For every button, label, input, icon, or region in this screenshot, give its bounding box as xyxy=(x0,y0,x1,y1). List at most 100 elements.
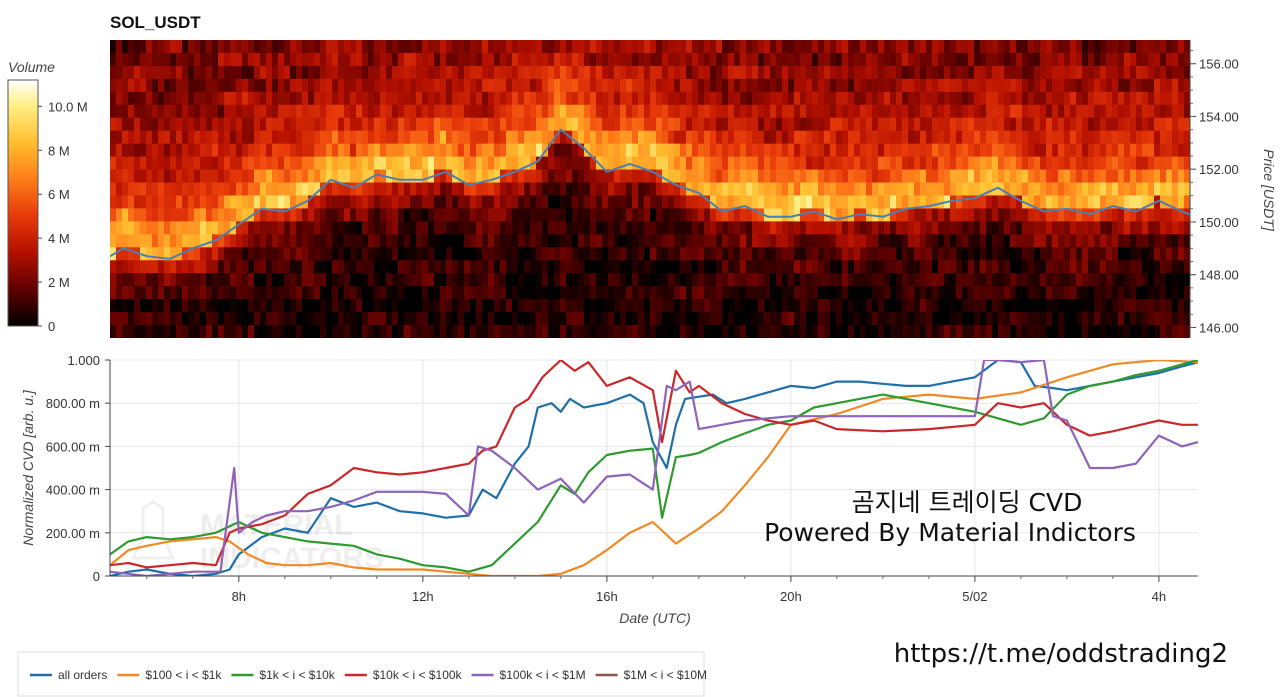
heatmap-cell xyxy=(608,247,615,261)
heatmap-cell xyxy=(980,273,987,287)
heatmap-cell xyxy=(734,286,741,300)
heatmap-cell xyxy=(698,260,705,274)
heatmap-cell xyxy=(776,221,783,235)
heatmap-cell xyxy=(128,234,135,248)
heatmap-cell xyxy=(662,143,669,158)
heatmap-cell xyxy=(680,104,687,119)
heatmap-cell xyxy=(1070,117,1077,132)
heatmap-cell xyxy=(632,208,639,222)
heatmap-cell xyxy=(164,299,171,313)
heatmap-cell xyxy=(164,130,171,145)
heatmap-cell xyxy=(1034,312,1041,326)
heatmap-cell xyxy=(1034,182,1041,197)
heatmap-cell xyxy=(662,169,669,184)
heatmap-cell xyxy=(722,182,729,197)
heatmap-cell xyxy=(662,156,669,171)
heatmap-cell xyxy=(1064,286,1071,300)
heatmap-cell xyxy=(338,286,345,300)
heatmap-cell xyxy=(482,273,489,287)
heatmap-cell xyxy=(290,65,297,80)
heatmap-cell xyxy=(1058,312,1065,326)
heatmap-cell xyxy=(902,312,909,326)
heatmap-cell xyxy=(182,234,189,248)
heatmap-cell xyxy=(716,65,723,80)
heatmap-cell xyxy=(830,208,837,222)
heatmap-cell xyxy=(866,156,873,171)
heatmap-cell xyxy=(542,208,549,222)
heatmap-cell xyxy=(242,182,249,197)
heatmap-cell xyxy=(158,221,165,235)
heatmap-cell xyxy=(128,221,135,235)
heatmap-cell xyxy=(320,325,327,338)
heatmap-cell xyxy=(956,182,963,197)
heatmap-cell xyxy=(590,273,597,287)
heatmap-cell xyxy=(716,40,723,54)
heatmap-cell xyxy=(218,247,225,261)
heatmap-cell xyxy=(518,130,525,145)
cvd-x-tick-label: 16h xyxy=(596,589,618,604)
heatmap-cell xyxy=(812,273,819,287)
heatmap-cell xyxy=(302,52,309,67)
heatmap-cell xyxy=(284,208,291,222)
heatmap-cell xyxy=(272,156,279,171)
heatmap-cell xyxy=(218,299,225,313)
heatmap-cell xyxy=(662,247,669,261)
heatmap-cell xyxy=(884,182,891,197)
heatmap-cell xyxy=(878,40,885,54)
heatmap-cell xyxy=(542,156,549,171)
heatmap-cell xyxy=(584,78,591,93)
heatmap-cell xyxy=(134,65,141,80)
heatmap-cell xyxy=(1070,143,1077,158)
heatmap-cell xyxy=(728,312,735,326)
heatmap-cell xyxy=(1028,52,1035,67)
heatmap-cell xyxy=(206,247,213,261)
heatmap-cell xyxy=(116,169,123,184)
heatmap-cell xyxy=(1016,65,1023,80)
heatmap-cell xyxy=(440,104,447,119)
heatmap-cell xyxy=(638,260,645,274)
heatmap-cell xyxy=(530,130,537,145)
heatmap-cell xyxy=(554,260,561,274)
heatmap-cell xyxy=(716,247,723,261)
heatmap-cell xyxy=(458,312,465,326)
heatmap-cell xyxy=(500,182,507,197)
heatmap-cell xyxy=(842,273,849,287)
heatmap-cell xyxy=(518,182,525,197)
heatmap-cell xyxy=(728,78,735,93)
heatmap-cell xyxy=(812,208,819,222)
heatmap-cell xyxy=(1166,299,1173,313)
heatmap-cell xyxy=(128,260,135,274)
heatmap-cell xyxy=(956,208,963,222)
heatmap-cell xyxy=(566,40,573,54)
heatmap-cell xyxy=(1124,169,1131,184)
heatmap-cell xyxy=(680,208,687,222)
heatmap-cell xyxy=(968,143,975,158)
heatmap-cell xyxy=(890,260,897,274)
heatmap-cell xyxy=(398,208,405,222)
heatmap-cell xyxy=(278,169,285,184)
heatmap-cell xyxy=(296,130,303,145)
heatmap-cell xyxy=(674,195,681,210)
cvd-x-tick-label: 4h xyxy=(1152,589,1166,604)
heatmap-cell xyxy=(1028,156,1035,171)
heatmap-cell xyxy=(812,143,819,158)
heatmap-cell xyxy=(1106,156,1113,171)
heatmap-cell xyxy=(1166,260,1173,274)
heatmap-cell xyxy=(824,65,831,80)
heatmap-cell xyxy=(626,117,633,132)
heatmap-cell xyxy=(842,299,849,313)
heatmap-cell xyxy=(1148,143,1155,158)
heatmap-cell xyxy=(914,169,921,184)
heatmap-cell xyxy=(1022,273,1029,287)
heatmap-cell xyxy=(680,130,687,145)
heatmap-cell xyxy=(782,65,789,80)
heatmap-cell xyxy=(680,52,687,67)
heatmap-cell xyxy=(1100,286,1107,300)
heatmap-cell xyxy=(500,312,507,326)
heatmap-cell xyxy=(878,286,885,300)
heatmap-cell xyxy=(140,195,147,210)
heatmap-cell xyxy=(938,299,945,313)
heatmap-cell xyxy=(998,208,1005,222)
heatmap-cell xyxy=(200,286,207,300)
heatmap-cell xyxy=(848,286,855,300)
